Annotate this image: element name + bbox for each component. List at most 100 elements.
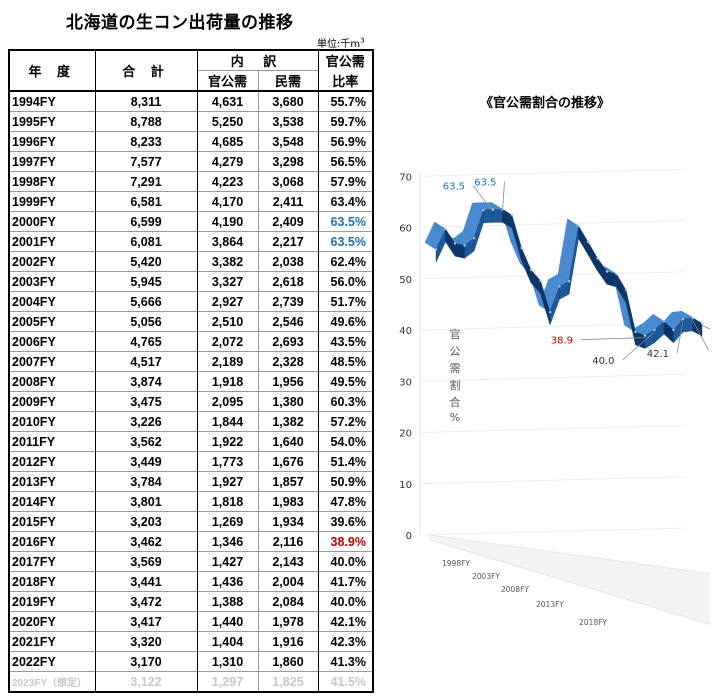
- data-point: [672, 328, 675, 332]
- gridline: [419, 220, 686, 228]
- cell-public: 1,773: [197, 451, 259, 472]
- cell-year: 1997FY: [9, 151, 96, 172]
- annotation-label: 38.9: [551, 336, 573, 347]
- cell-public: 3,327: [197, 271, 259, 292]
- cell-year: 2000FY: [9, 211, 96, 232]
- data-point: [548, 310, 552, 314]
- unit-label: 単位:千m3: [317, 36, 365, 50]
- y-axis-label-char: 需: [450, 362, 461, 375]
- cell-private: 1,916: [258, 631, 319, 652]
- cell-ratio: 63.5%: [318, 231, 373, 252]
- cell-private: 1,825: [258, 671, 319, 692]
- cell-ratio: 51.7%: [318, 291, 373, 312]
- cell-public: 1,346: [197, 531, 259, 552]
- data-point: [605, 270, 609, 273]
- cell-total: 8,788: [95, 111, 198, 132]
- table-row: 2013FY 3,784 1,927 1,857 50.9%: [9, 471, 373, 492]
- cell-ratio: 39.6%: [318, 511, 373, 532]
- cell-private: 2,618: [258, 271, 319, 292]
- data-point: [615, 272, 618, 276]
- y-tick-label: 30: [399, 377, 412, 388]
- data-point: [634, 330, 637, 334]
- y-tick-label: 70: [399, 172, 412, 183]
- cell-private: 1,640: [258, 431, 319, 452]
- cell-ratio: 50.9%: [318, 471, 373, 492]
- gridline: [419, 168, 686, 177]
- cell-year: 1995FY: [9, 111, 96, 132]
- cell-public: 2,095: [197, 391, 259, 412]
- cell-year: 2002FY: [9, 251, 96, 272]
- cell-private: 2,217: [258, 231, 319, 252]
- cell-public: 2,189: [197, 351, 259, 372]
- table-row: 2016FY 3,462 1,346 2,116 38.9%: [9, 531, 373, 552]
- cell-ratio: 51.4%: [318, 451, 373, 472]
- annotation-leader: [472, 185, 494, 212]
- header-total: 合 計: [95, 50, 198, 92]
- cell-ratio: 55.7%: [318, 90, 373, 112]
- cell-year: 2004FY: [9, 291, 96, 312]
- cell-public: 1,440: [197, 611, 259, 632]
- data-point: [510, 214, 514, 217]
- cell-year: 2013FY: [9, 471, 96, 492]
- cell-ratio: 49.6%: [318, 311, 373, 332]
- cell-total: 3,475: [95, 391, 198, 412]
- header-private: 民需: [258, 70, 319, 92]
- table-row: 2019FY 3,472 1,388 2,084 40.0%: [9, 591, 373, 612]
- cell-private: 3,538: [258, 111, 319, 132]
- table-row: 2006FY 4,765 2,072 2,693 43.5%: [9, 331, 373, 352]
- ribbon-front: [692, 317, 703, 337]
- ribbon-front: [445, 228, 456, 257]
- cell-total: 3,562: [95, 431, 198, 452]
- table-row: 2015FY 3,203 1,269 1,934 39.6%: [9, 511, 373, 532]
- cell-public: 4,190: [197, 211, 259, 232]
- ratio-chart: 《官公需割合の推移》 0 10 20 30 40 50 60 70 63.5 63.5 38.9 40.…: [380, 80, 715, 640]
- cell-year: 2017FY: [9, 551, 96, 572]
- annotation-label: 40.0: [592, 356, 614, 367]
- cell-public: 1,269: [197, 511, 259, 532]
- ratio-chart-svg: 《官公需割合の推移》 0 10 20 30 40 50 60 70 63.5 63.5 38.9 40.…: [399, 95, 715, 627]
- table-row: 2012FY 3,449 1,773 1,676 51.4%: [9, 451, 373, 472]
- data-point: [567, 280, 571, 283]
- data-point: [529, 268, 533, 272]
- cell-private: 2,739: [258, 291, 319, 312]
- table-row: 1996FY 8,233 4,685 3,548 56.9%: [9, 131, 373, 152]
- cell-total: 7,291: [95, 171, 198, 192]
- cell-ratio: 41.3%: [318, 651, 373, 672]
- cell-public: 1,297: [197, 671, 259, 692]
- cell-total: 5,420: [95, 251, 198, 272]
- header-ratio-top: 官公需: [325, 54, 365, 70]
- y-axis-unit: %: [450, 411, 460, 424]
- cell-total: 3,569: [95, 551, 198, 572]
- cell-private: 2,546: [258, 311, 319, 332]
- cell-private: 3,068: [258, 171, 319, 192]
- cell-private: 1,860: [258, 651, 319, 672]
- table-row: 2000FY 6,599 4,190 2,409 63.5%: [9, 211, 373, 232]
- cell-total: 3,801: [95, 491, 198, 512]
- table-row: 2008FY 3,874 1,918 1,956 49.5%: [9, 371, 373, 392]
- data-point: [662, 320, 666, 323]
- data-point: [624, 288, 628, 292]
- y-axis-label-char: 合: [450, 395, 461, 409]
- table-row: 2007FY 4,517 2,189 2,328 48.5%: [9, 351, 373, 372]
- cell-public: 5,250: [197, 111, 259, 132]
- header-ratio-bottom: 比率: [318, 70, 373, 92]
- cell-total: 5,056: [95, 311, 198, 332]
- cell-ratio: 57.9%: [318, 171, 373, 192]
- cell-year: 1998FY: [9, 171, 96, 192]
- cell-ratio: 41.7%: [318, 571, 373, 592]
- cell-year: 2010FY: [9, 411, 96, 432]
- data-point: [643, 334, 647, 337]
- cell-total: 8,233: [95, 131, 198, 152]
- annotation-leader: [580, 337, 646, 341]
- cell-public: 3,864: [197, 231, 259, 252]
- table-row: 2021FY 3,320 1,404 1,916 42.3%: [9, 631, 373, 652]
- y-tick-label: 60: [399, 224, 412, 235]
- cell-public: 2,072: [197, 331, 259, 352]
- ribbon-front: [606, 271, 617, 288]
- annotation-label: 63.5: [474, 178, 496, 189]
- cell-public: 1,427: [197, 551, 259, 572]
- data-point: [691, 317, 694, 320]
- cell-year: 2003FY: [9, 271, 96, 292]
- cell-public: 1,918: [197, 371, 259, 392]
- data-point: [681, 318, 685, 321]
